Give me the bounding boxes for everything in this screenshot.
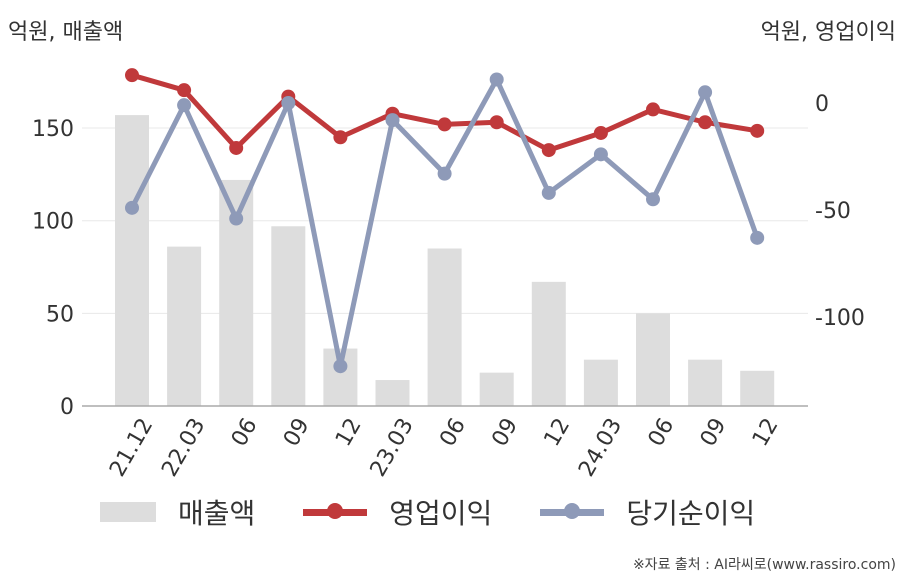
bar-revenue bbox=[636, 313, 670, 406]
y-right-tick-label: -100 bbox=[815, 306, 865, 331]
x-tick-label: 06 bbox=[644, 414, 680, 451]
y-right-tick-label: -50 bbox=[815, 199, 851, 224]
x-tick-label: 06 bbox=[227, 414, 263, 451]
y-axis-right-title: 억원, 영업이익 bbox=[760, 20, 896, 45]
x-tick-label: 09 bbox=[696, 414, 732, 451]
point-operating-profit bbox=[541, 143, 556, 158]
y-left-tick-label: 100 bbox=[32, 210, 74, 235]
point-operating-profit bbox=[489, 115, 504, 130]
legend-swatch-operating-profit bbox=[303, 502, 368, 522]
x-tick-label: 06 bbox=[435, 414, 471, 451]
y-left-tick-label: 150 bbox=[32, 117, 74, 142]
bar-revenue bbox=[531, 281, 566, 406]
point-net-income bbox=[281, 96, 296, 110]
point-operating-profit bbox=[437, 117, 452, 132]
line-operating-profit bbox=[131, 72, 758, 153]
point-net-income bbox=[437, 166, 452, 181]
y-right-tick-label: 0 bbox=[815, 92, 829, 117]
bar-revenue bbox=[427, 248, 462, 406]
bar-revenue bbox=[583, 359, 618, 406]
bar-revenue bbox=[740, 370, 775, 406]
y-left-tick-label: 0 bbox=[60, 395, 74, 420]
source-note: ※자료 출처 : AI라씨로(www.rassiro.com) bbox=[632, 557, 896, 573]
point-operating-profit bbox=[333, 130, 348, 145]
y-left-tick-label: 50 bbox=[46, 302, 74, 327]
point-operating-profit bbox=[698, 115, 713, 130]
x-tick-label: 09 bbox=[279, 414, 315, 451]
point-operating-profit bbox=[750, 123, 765, 138]
legend-swatch-revenue bbox=[100, 502, 156, 522]
point-net-income bbox=[750, 230, 765, 245]
x-tick-label: 24.03 bbox=[574, 414, 627, 481]
x-tick-label: 23.03 bbox=[366, 414, 419, 481]
bar-revenue bbox=[375, 380, 410, 406]
bar-revenue bbox=[115, 115, 149, 406]
point-net-income bbox=[489, 72, 504, 87]
legend-label-net-income: 당기순이익 bbox=[626, 497, 756, 530]
bar-revenue bbox=[271, 226, 306, 406]
bar-revenue bbox=[688, 359, 723, 406]
point-net-income bbox=[646, 192, 660, 207]
bar-revenue bbox=[479, 372, 514, 406]
legend-label-revenue: 매출액 bbox=[178, 497, 256, 530]
legend-item-operating-profit: 영업이익 bbox=[303, 492, 492, 532]
x-tick-label: 12 bbox=[540, 414, 576, 451]
legend: 매출액 영업이익 당기순이익 bbox=[100, 492, 803, 532]
point-net-income bbox=[541, 185, 556, 200]
x-tick-label: 21.12 bbox=[105, 414, 158, 481]
x-tick-label: 09 bbox=[487, 414, 523, 451]
legend-label-operating-profit: 영업이익 bbox=[389, 497, 493, 530]
point-operating-profit bbox=[593, 125, 608, 140]
legend-swatch-net-income bbox=[540, 502, 605, 522]
legend-item-revenue: 매출액 bbox=[100, 492, 255, 532]
point-operating-profit bbox=[177, 83, 192, 98]
x-tick-label: 22.03 bbox=[157, 414, 210, 481]
point-net-income bbox=[229, 211, 244, 226]
point-operating-profit bbox=[125, 68, 139, 83]
point-operating-profit bbox=[229, 140, 244, 155]
point-net-income bbox=[125, 200, 139, 215]
point-net-income bbox=[385, 113, 400, 128]
bar-revenue bbox=[167, 246, 202, 406]
point-net-income bbox=[177, 98, 192, 113]
y-axis-left-title: 억원, 매출액 bbox=[8, 20, 124, 45]
x-tick-label: 12 bbox=[748, 414, 784, 451]
x-tick-label: 12 bbox=[331, 414, 367, 451]
point-net-income bbox=[333, 359, 348, 374]
point-net-income bbox=[593, 147, 608, 162]
legend-item-net-income: 당기순이익 bbox=[540, 492, 755, 532]
point-operating-profit bbox=[646, 102, 660, 117]
point-net-income bbox=[698, 85, 713, 100]
